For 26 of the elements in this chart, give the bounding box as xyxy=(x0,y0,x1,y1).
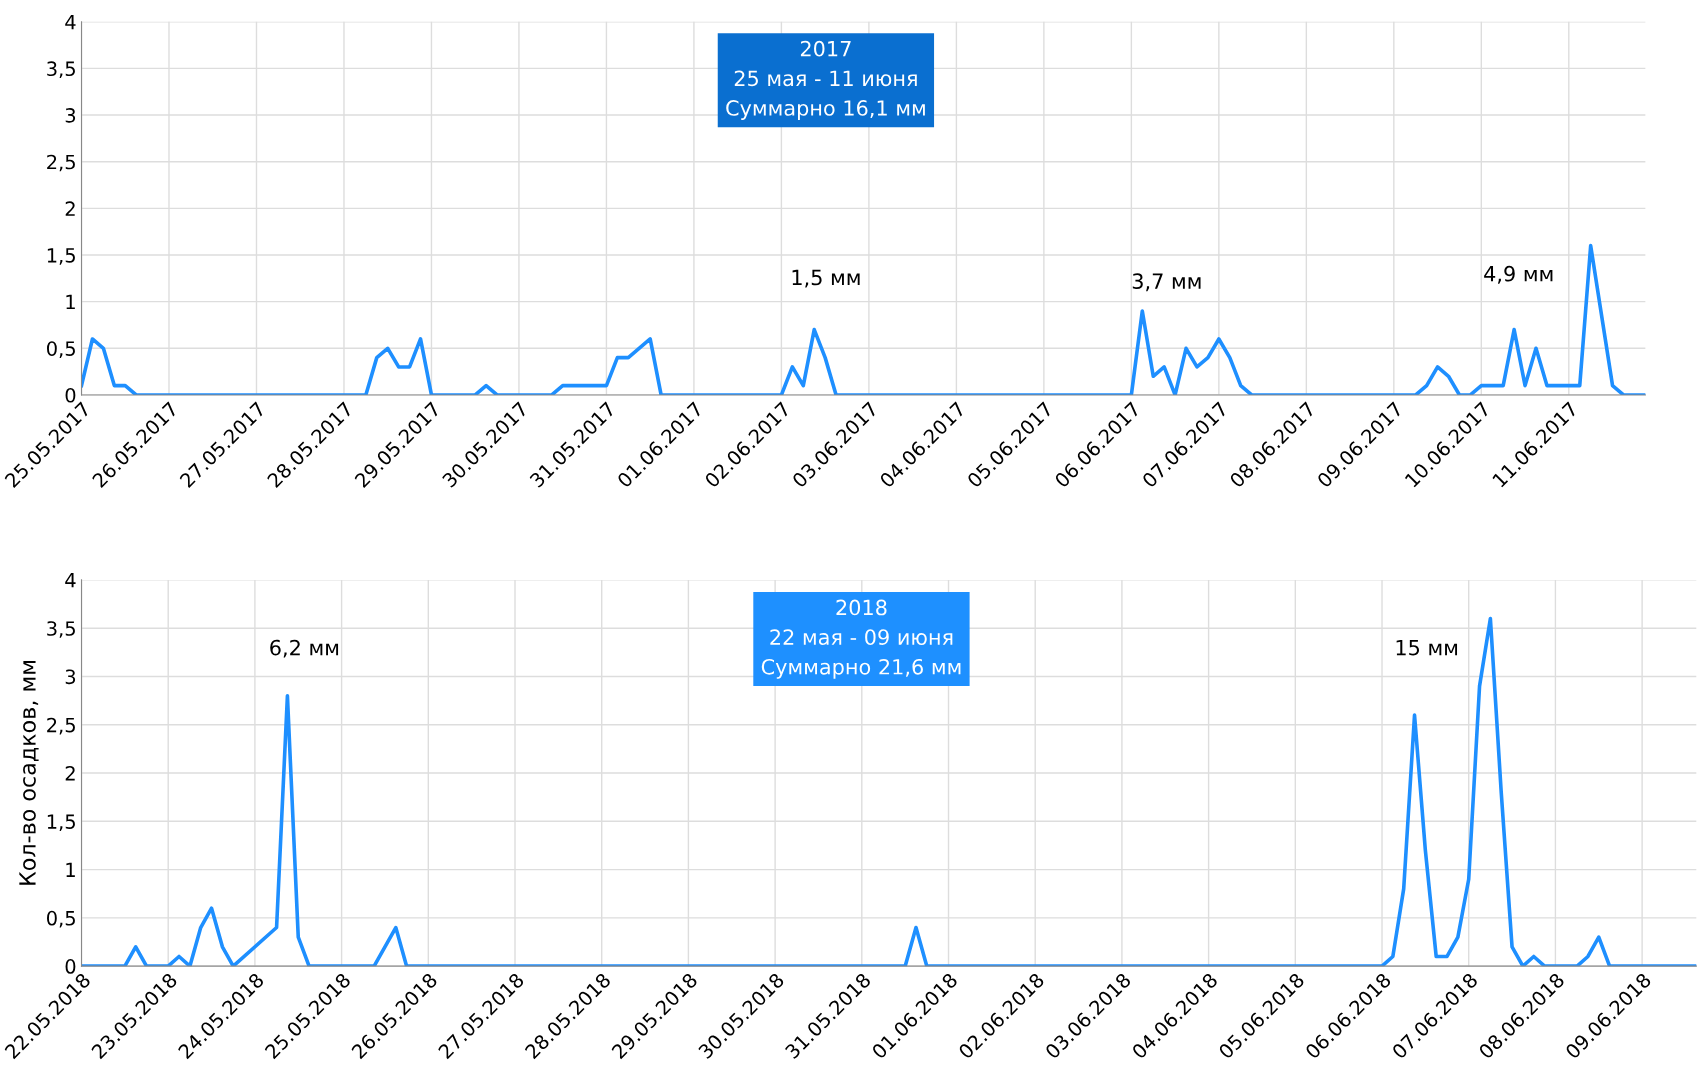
annotation: 1,5 мм xyxy=(792,269,860,288)
y-tick-label: 3,5 xyxy=(47,61,75,79)
annotation: 6,2 мм xyxy=(270,639,339,658)
y-axis-title: Кол-во осадков, мм xyxy=(19,661,39,885)
annotation: 3,7 мм xyxy=(1132,273,1201,292)
y-tick-label: 0 xyxy=(65,387,76,403)
y-tick-label: 3 xyxy=(65,108,76,123)
y-tick-label: 1,5 xyxy=(47,248,75,265)
y-tick-label: 0,5 xyxy=(47,910,75,928)
y-tick-label: 1 xyxy=(66,294,75,310)
y-tick-label: 2 xyxy=(65,201,75,216)
annotation: 4,9 мм xyxy=(1484,265,1553,284)
annotation: 15 мм xyxy=(1396,639,1458,656)
y-tick-label: 4 xyxy=(65,573,76,588)
y-tick-label: 4 xyxy=(65,14,76,30)
text: 2018 22 мая - 09 июня Суммарно 21,6 мм xyxy=(761,599,961,679)
y-tick-label: 2,5 xyxy=(47,154,75,172)
y-tick-label: 1,5 xyxy=(47,814,75,831)
y-tick-label: 3 xyxy=(65,669,76,685)
y-tick-label: 1 xyxy=(66,862,75,877)
y-tick-label: 2 xyxy=(65,765,75,781)
text: 2017 25 мая - 11 июня Суммарно 16,1 мм xyxy=(726,40,925,120)
y-tick-label: 0,5 xyxy=(47,341,75,358)
y-tick-label: 0 xyxy=(65,959,76,974)
y-tick-label: 3,5 xyxy=(47,621,75,638)
y-tick-label: 2,5 xyxy=(47,717,75,735)
